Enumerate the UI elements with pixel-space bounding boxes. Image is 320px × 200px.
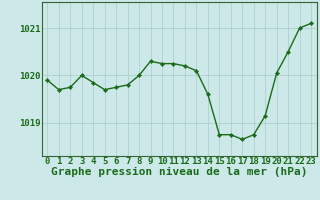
X-axis label: Graphe pression niveau de la mer (hPa): Graphe pression niveau de la mer (hPa) — [51, 167, 308, 177]
